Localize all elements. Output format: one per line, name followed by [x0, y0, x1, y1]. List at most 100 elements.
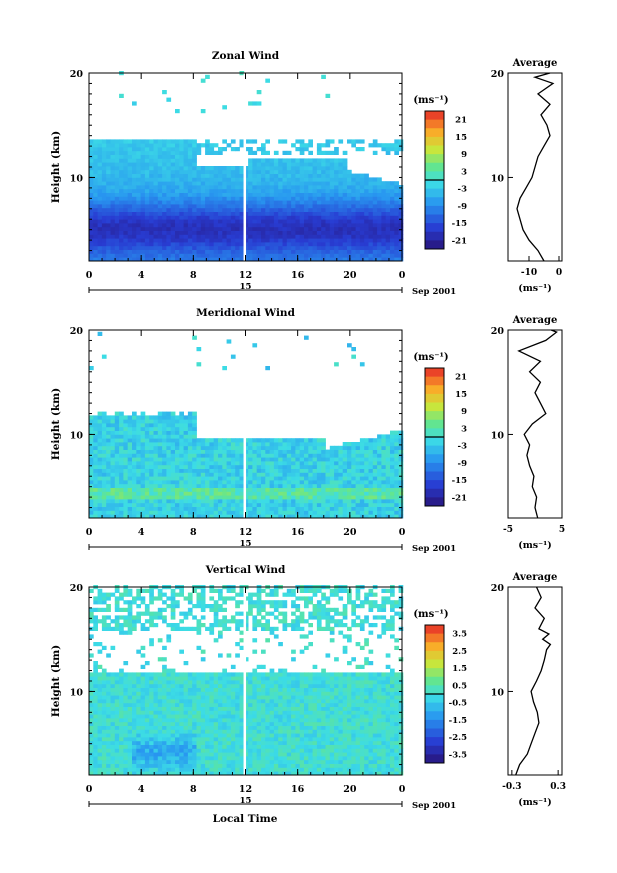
heatmap-cell [119, 185, 124, 190]
heatmap-cell [368, 223, 374, 228]
heatmap-cell [192, 483, 197, 488]
heatmap-cell [153, 442, 159, 447]
heatmap-cell [243, 188, 249, 193]
heatmap-cell [295, 449, 301, 454]
heatmap-cell [377, 238, 382, 243]
heatmap-cell [153, 740, 159, 745]
heatmap-cell [187, 748, 193, 753]
heatmap-cell [127, 230, 133, 235]
heatmap-cell [368, 238, 374, 243]
heatmap-cell [196, 495, 202, 500]
heatmap-cell [359, 487, 365, 492]
heatmap-cell [179, 253, 184, 258]
heatmap-cell [278, 207, 283, 212]
heatmap-cell [325, 487, 331, 492]
heatmap-cell [192, 725, 197, 730]
heatmap-cell [89, 491, 94, 496]
heatmap-cell [334, 502, 339, 507]
heatmap-cell [239, 472, 245, 477]
heatmap-cell [329, 238, 335, 243]
heatmap-cell [101, 729, 107, 734]
heatmap-cell [157, 737, 163, 742]
heatmap-cell [286, 238, 292, 243]
heatmap-cell [89, 514, 94, 519]
heatmap-cell [252, 169, 258, 174]
heatmap-cell [170, 752, 176, 757]
heatmap-cell [170, 173, 176, 178]
heatmap-cell [265, 158, 270, 163]
heatmap-cell [278, 245, 283, 250]
heatmap-cell [101, 695, 107, 700]
heatmap-cell [230, 215, 236, 220]
heatmap-cell [261, 491, 266, 496]
heatmap-cell [179, 169, 184, 174]
heatmap-cell [329, 169, 335, 174]
heatmap-cell [136, 514, 141, 519]
heatmap-cell [282, 223, 288, 228]
heatmap-cell [316, 502, 322, 507]
heatmap-cell [123, 607, 129, 612]
heatmap-cell [286, 453, 292, 458]
heatmap-cell [218, 257, 223, 262]
heatmap-cell [127, 680, 133, 685]
heatmap-cell [278, 204, 283, 209]
heatmap-cell [119, 748, 124, 753]
heatmap-cell [377, 495, 382, 500]
heatmap-cell [157, 506, 163, 511]
heatmap-cell [179, 249, 184, 254]
heatmap-cell [235, 453, 240, 458]
heatmap-cell [119, 725, 124, 730]
heatmap-cell [252, 457, 258, 462]
heatmap-cell [329, 185, 335, 190]
heatmap-cell [295, 249, 301, 254]
heatmap-cell [256, 249, 262, 254]
heatmap-cell [149, 744, 154, 749]
heatmap-cell [97, 733, 103, 738]
heatmap-cell [347, 207, 352, 212]
heatmap-cell [377, 483, 382, 488]
heatmap-cell [226, 226, 232, 231]
heatmap-cell [312, 245, 318, 250]
heatmap-cell [153, 759, 159, 764]
heatmap-cell [127, 767, 133, 772]
heatmap-cell [97, 453, 103, 458]
heatmap-cell [93, 744, 98, 749]
heatmap-cell [243, 449, 249, 454]
heatmap-cell [136, 445, 141, 450]
heatmap-cell [183, 661, 189, 666]
heatmap-cell [256, 162, 262, 167]
heatmap-cell [127, 154, 133, 159]
heatmap-cell [325, 245, 331, 250]
heatmap-cell [381, 506, 387, 511]
heatmap-cell [153, 763, 159, 768]
heatmap-cell [308, 223, 313, 228]
heatmap-cell [162, 154, 167, 159]
heatmap-cell [162, 592, 167, 597]
heatmap-cell [179, 162, 184, 167]
heatmap-cell [187, 207, 193, 212]
heatmap-cell [239, 181, 245, 186]
heatmap-cell [248, 234, 253, 239]
heatmap-cell [372, 468, 378, 473]
heatmap-cell [351, 457, 356, 462]
heatmap-cell [338, 204, 344, 209]
heatmap-cell [106, 419, 111, 424]
heatmap-cell [308, 230, 313, 235]
heatmap-cell [230, 169, 236, 174]
heatmap-cell [213, 150, 219, 155]
heatmap-cell [140, 623, 146, 628]
heatmap-cell [123, 173, 129, 178]
heatmap-cell [205, 147, 210, 152]
heatmap-cell [132, 150, 137, 155]
heatmap-cell [101, 169, 107, 174]
heatmap-cell [97, 457, 103, 462]
heatmap-cell [110, 249, 116, 254]
heatmap-cell [106, 211, 111, 216]
heatmap-cell [175, 714, 180, 719]
heatmap-cell [222, 438, 227, 443]
heatmap-cell [235, 461, 240, 466]
heatmap-cell [97, 619, 103, 624]
heatmap-cell [166, 472, 172, 477]
heatmap-cell [359, 192, 365, 197]
